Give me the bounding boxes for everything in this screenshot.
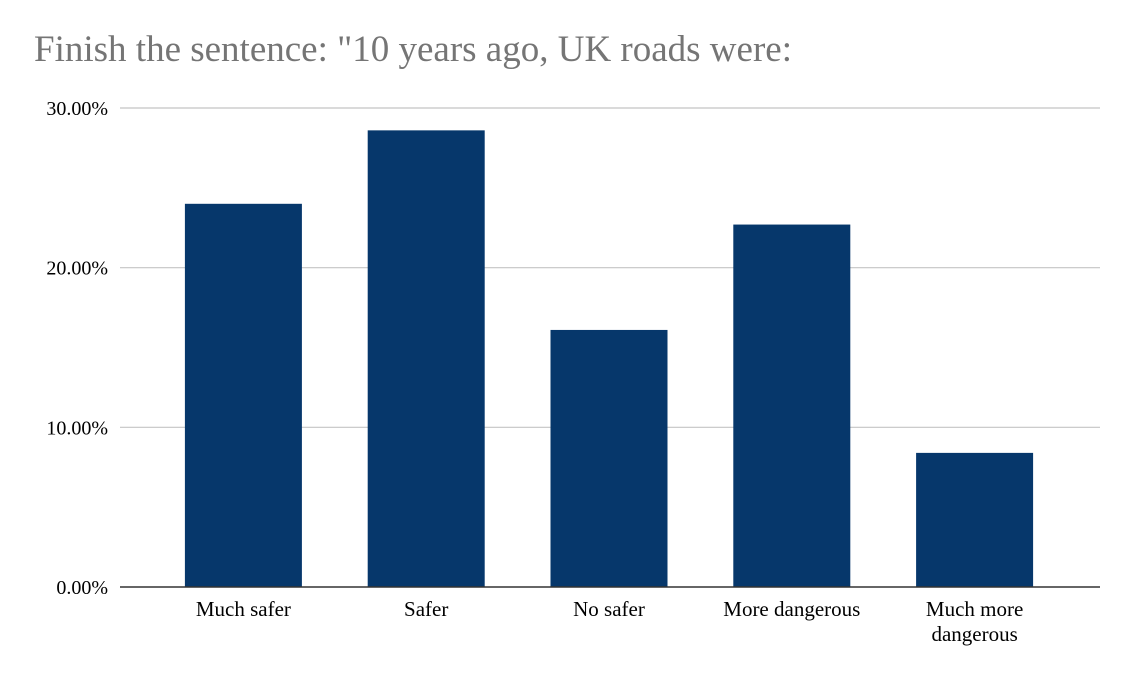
chart-title: Finish the sentence: "10 years ago, UK r… xyxy=(34,29,792,70)
x-category-label-line: More dangerous xyxy=(723,597,860,621)
y-tick-label: 30.00% xyxy=(46,98,108,120)
x-category-label: No safer xyxy=(573,597,645,621)
bar xyxy=(733,224,851,587)
bar xyxy=(550,329,668,587)
x-category-label-line: Much more xyxy=(926,597,1023,621)
x-category-label: Safer xyxy=(404,597,448,621)
y-tick-label: 20.00% xyxy=(46,258,108,280)
x-axis-category-labels: Much safer Safer No safer More dangerous Muc… xyxy=(196,597,1023,646)
y-tick-label: 0.00% xyxy=(56,577,108,599)
x-category-label-line: No safer xyxy=(573,597,645,621)
y-axis-tick-labels: 0.00% 10.00% 20.00% 30.00% xyxy=(46,98,108,599)
x-category-label: More dangerous xyxy=(723,597,860,621)
bar xyxy=(916,452,1034,587)
x-category-label: Much safer xyxy=(196,597,291,621)
x-category-label-line: Much safer xyxy=(196,597,291,621)
x-category-label-line: Safer xyxy=(404,597,448,621)
y-tick-label: 10.00% xyxy=(46,417,108,439)
x-category-label-line: dangerous xyxy=(931,622,1017,646)
bars xyxy=(184,130,1034,588)
x-category-label: Much more dangerous xyxy=(926,597,1023,646)
bar xyxy=(184,203,302,588)
bar xyxy=(367,130,485,587)
